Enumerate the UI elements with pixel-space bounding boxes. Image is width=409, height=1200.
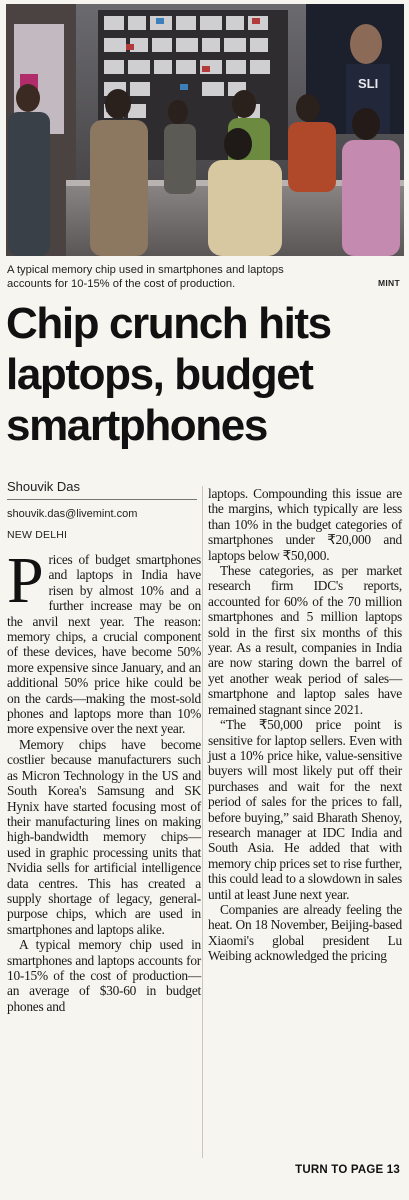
author-email[interactable]: shouvik.das@livemint.com	[7, 508, 138, 520]
photo-shop-interior: SLI	[6, 4, 404, 256]
article-paragraph-5: These categories, as per market research…	[208, 563, 402, 717]
article-column-2: laptops. Compounding this issue are the …	[208, 486, 402, 964]
photo-illustration: SLI	[6, 4, 404, 256]
byline: Shouvik Das shouvik.das@livemint.com NEW…	[7, 478, 197, 542]
article-paragraph-6: “The ₹50,000 price point is sensitive fo…	[208, 717, 402, 902]
photo-caption: A typical memory chip used in smartphone…	[7, 264, 284, 290]
poster-sign-text: SLI	[358, 76, 378, 91]
drop-cap: P	[7, 544, 44, 617]
article-paragraph-2: Memory chips have become costlier becaus…	[7, 736, 201, 937]
dateline: NEW DELHI	[7, 529, 68, 541]
photo-credit: MINT	[378, 278, 400, 288]
article-paragraph-7: Companies are already feeling the heat. …	[208, 901, 402, 964]
column-divider	[202, 486, 203, 1158]
author-name: Shouvik Das	[7, 479, 80, 494]
article-paragraph-4: laptops. Compounding this issue are the …	[208, 486, 402, 563]
jump-line[interactable]: TURN TO PAGE 13	[295, 1164, 400, 1176]
byline-rule	[7, 499, 197, 500]
headline: Chip crunch hits laptops, budget smartph…	[6, 299, 332, 450]
paragraph-1-text: rices of budget smartphones and laptops …	[7, 552, 201, 737]
article-paragraph-3: A typical memory chip used in smartphone…	[7, 937, 201, 1014]
